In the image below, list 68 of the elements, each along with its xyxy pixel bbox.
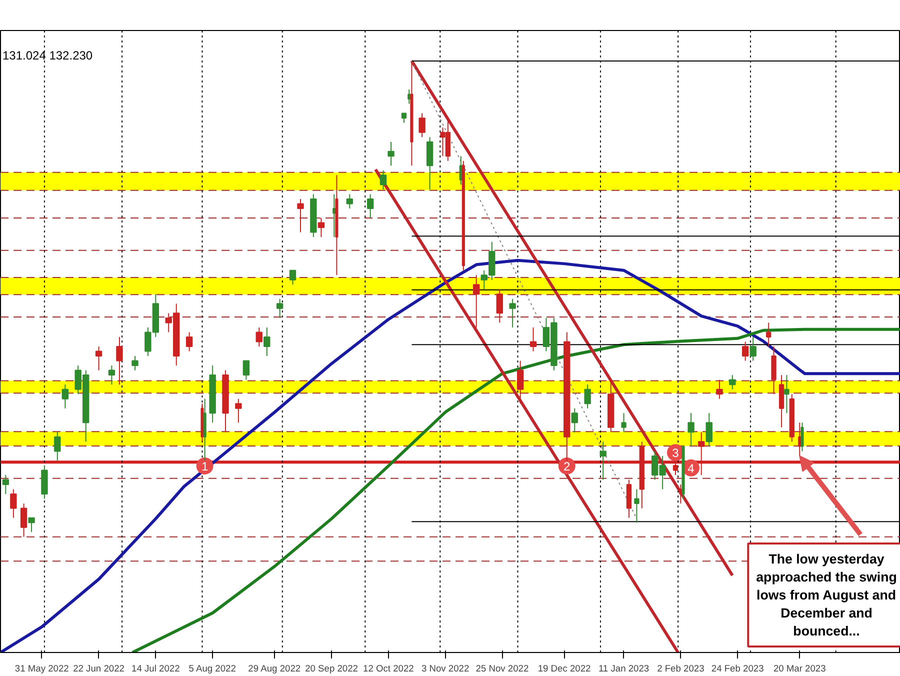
annotation: 3 <box>672 446 680 460</box>
candlestick <box>600 441 606 480</box>
x-tick-label: 5 Aug 2022 <box>188 664 236 674</box>
candlestick <box>766 322 772 347</box>
candlestick <box>242 360 250 380</box>
annotation: 2 <box>564 459 571 474</box>
candlestick <box>366 194 374 219</box>
candlestick <box>264 326 270 357</box>
candlestick <box>729 374 736 390</box>
candlestick <box>256 326 262 347</box>
candlestick <box>584 384 591 409</box>
candlestick <box>20 503 28 538</box>
candlestick <box>706 412 712 447</box>
candlestick <box>95 346 102 371</box>
candlestick <box>784 374 790 414</box>
candlestick <box>509 298 516 328</box>
candlestick <box>54 432 61 462</box>
candlestick <box>530 326 537 352</box>
candlestick <box>626 479 632 518</box>
x-tick-label: 31 May 2022 <box>14 664 69 674</box>
candlestick <box>516 360 524 404</box>
candlestick <box>571 408 578 433</box>
candlestick <box>28 517 35 533</box>
x-tick-label: 29 Aug 2022 <box>248 664 301 674</box>
candlestick <box>742 341 749 362</box>
candlestick <box>289 270 296 286</box>
candlestick <box>2 474 10 495</box>
x-tick-label: 11 Jan 2023 <box>598 664 650 674</box>
candlestick <box>62 384 68 409</box>
x-tick-label: 3 Nov 2022 <box>421 664 470 674</box>
candlestick <box>41 464 48 500</box>
x-tick-label: 22 Jun 2022 <box>73 664 124 674</box>
candlestick <box>473 274 480 328</box>
x-tick-label: 2 Feb 2023 <box>657 664 704 674</box>
x-tick-label: 20 Sep 2022 <box>305 664 358 674</box>
candlestick <box>750 336 756 362</box>
candlestick <box>716 379 723 400</box>
candlestick <box>426 136 434 190</box>
candlestick <box>688 412 694 447</box>
candlestick <box>496 288 503 324</box>
x-tick-label: 25 Nov 2022 <box>476 664 529 674</box>
annotation: 4 <box>688 461 695 476</box>
candlestick <box>388 141 394 166</box>
candlestick <box>318 218 325 238</box>
annotation: The low yesterday approached the swing lows from August and December and bounced... <box>756 552 897 638</box>
x-tick-label: 24 Feb 2023 <box>711 664 764 674</box>
candlestick <box>401 112 407 124</box>
candlestick <box>235 398 242 424</box>
x-tick-label: 20 Mar 2023 <box>773 664 826 674</box>
candlestick <box>778 374 784 428</box>
candlestick <box>116 336 123 386</box>
candlestick <box>771 346 776 395</box>
candlestick <box>108 365 116 386</box>
candlestick <box>132 356 138 371</box>
candlestick <box>418 112 426 138</box>
candlestick <box>346 194 353 209</box>
x-tick-label: 12 Oct 2022 <box>363 664 414 674</box>
candlestick <box>380 170 387 190</box>
candlestick <box>10 488 17 518</box>
annotation: 131.024 132.230 <box>2 48 93 62</box>
candlestick <box>621 412 626 433</box>
candlestick <box>276 298 284 318</box>
candlestick <box>186 332 193 352</box>
candlestick <box>297 198 304 233</box>
x-tick-label: 14 Jul 2022 <box>132 664 180 674</box>
candlestick <box>634 488 640 524</box>
annotation: 1 <box>201 459 208 474</box>
x-tick-label: 19 Dec 2022 <box>538 664 591 674</box>
